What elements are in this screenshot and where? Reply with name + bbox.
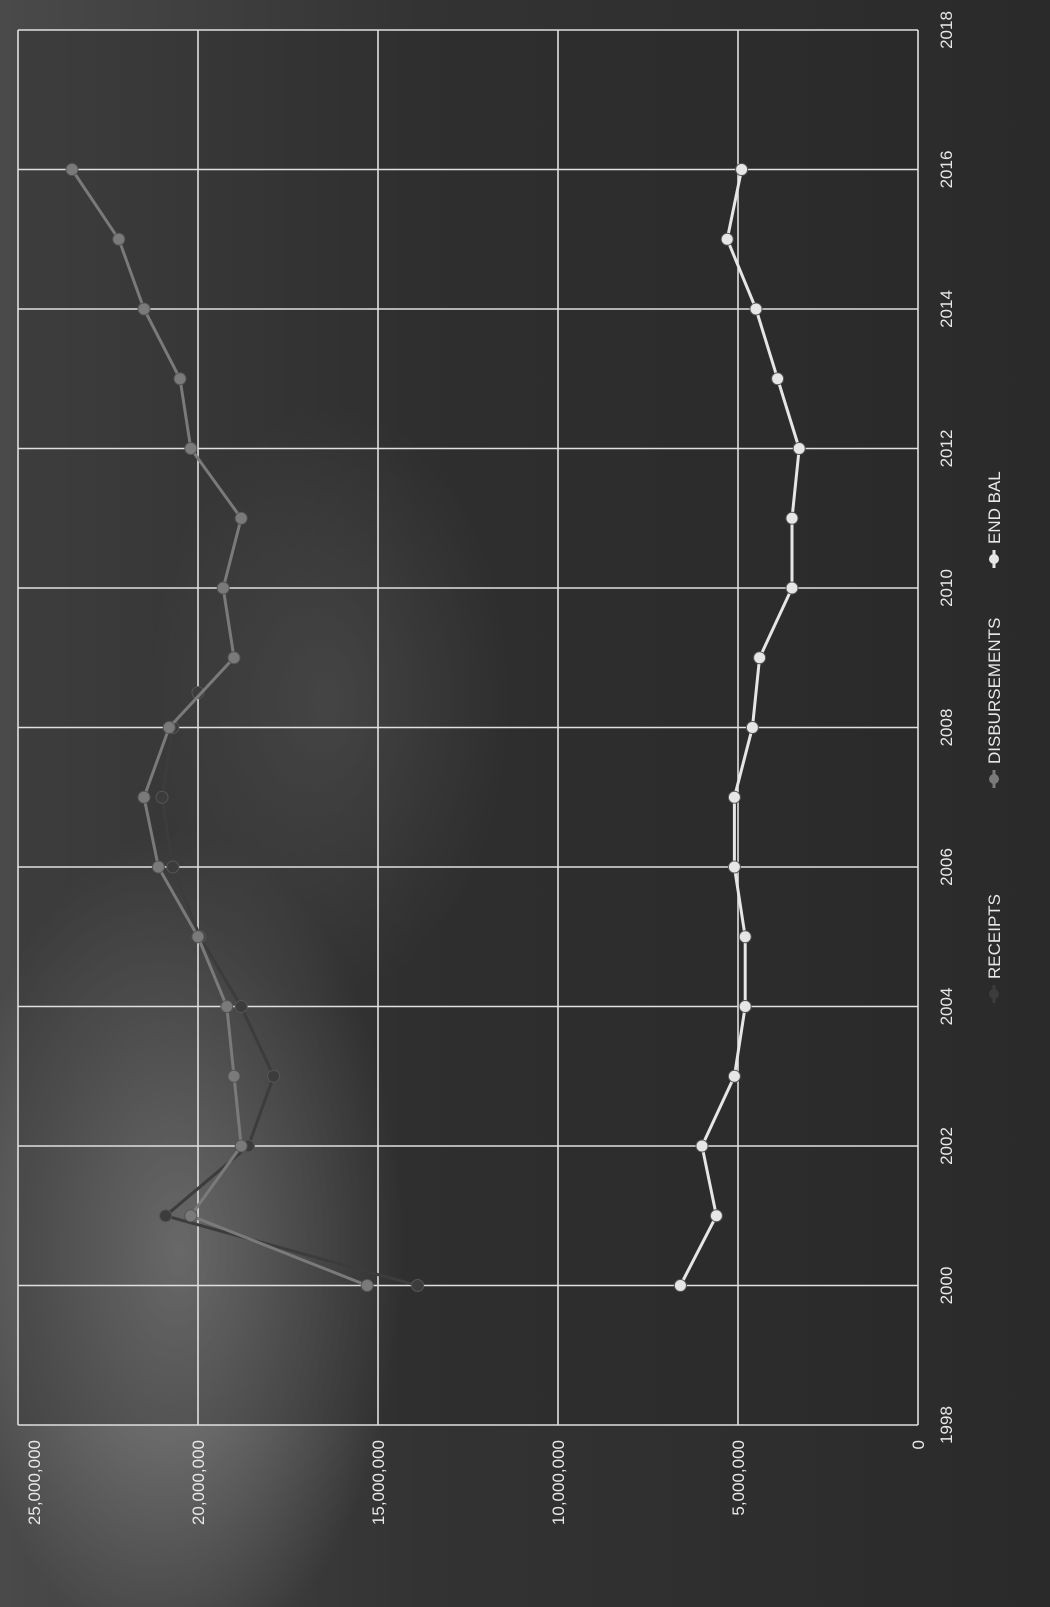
data-point xyxy=(184,442,198,455)
y-tick-label: 15,000,000 xyxy=(369,1440,388,1525)
data-point xyxy=(65,163,79,176)
data-point xyxy=(220,1000,234,1013)
y-tick-label: 20,000,000 xyxy=(189,1440,208,1525)
data-point xyxy=(137,302,151,316)
y-tick-label: 5,000,000 xyxy=(729,1440,748,1516)
data-point xyxy=(792,442,806,455)
data-point xyxy=(155,790,169,804)
data-point xyxy=(411,1279,425,1292)
legend-item: END BAL xyxy=(985,471,1004,568)
legend-item: DISBURSEMENTS xyxy=(985,618,1004,788)
y-tick-label: 0 xyxy=(909,1440,928,1449)
legend-item: RECEIPTS xyxy=(985,894,1004,1003)
data-point xyxy=(785,581,799,595)
grid-lines xyxy=(17,29,919,1426)
series-end-bal xyxy=(673,163,806,1292)
data-point xyxy=(727,1069,741,1083)
data-point xyxy=(234,1000,248,1013)
data-point xyxy=(162,721,176,734)
data-point xyxy=(753,651,767,665)
x-tick-label: 2008 xyxy=(937,709,956,747)
data-point xyxy=(771,372,785,386)
legend: RECEIPTS DISBURSEMENTS END BAL xyxy=(985,471,1004,1003)
data-point xyxy=(749,302,763,316)
x-tick-label: 2006 xyxy=(937,848,956,886)
legend-marker xyxy=(989,554,999,564)
data-point xyxy=(735,163,749,176)
y-tick-label: 10,000,000 xyxy=(549,1440,568,1525)
data-point xyxy=(191,930,205,944)
legend-marker xyxy=(989,989,999,999)
data-point xyxy=(738,1000,752,1013)
legend-marker xyxy=(989,774,999,784)
x-tick-label: 2016 xyxy=(937,151,956,189)
x-tick-label: 1998 xyxy=(937,1406,956,1444)
data-point xyxy=(112,232,126,246)
data-point xyxy=(166,860,180,874)
legend-label: RECEIPTS xyxy=(985,894,1004,979)
data-point xyxy=(173,372,187,386)
data-point xyxy=(709,1209,723,1223)
data-point xyxy=(727,860,741,874)
y-tick-labels: 0 5,000,000 10,000,000 15,000,000 20,000,000… xyxy=(25,1440,928,1525)
data-point xyxy=(673,1279,687,1292)
data-point xyxy=(234,511,248,525)
data-point xyxy=(137,790,151,804)
data-point xyxy=(360,1279,374,1292)
x-tick-label: 2012 xyxy=(937,430,956,468)
data-point xyxy=(227,651,241,665)
data-point xyxy=(184,1209,198,1223)
series-line xyxy=(160,691,418,1287)
x-tick-label: 2014 xyxy=(937,290,956,328)
data-point xyxy=(227,1069,241,1083)
data-point xyxy=(745,721,759,734)
x-tick-labels: 1998 2000 2002 2004 2006 2008 2010 2012 2014 2016… xyxy=(937,11,956,1444)
data-point xyxy=(267,1069,281,1083)
data-point xyxy=(738,930,752,944)
x-tick-label: 2004 xyxy=(937,988,956,1026)
data-point xyxy=(159,1209,173,1223)
legend-label: END BAL xyxy=(985,471,1004,544)
data-point xyxy=(720,232,734,246)
y-tick-label: 25,000,000 xyxy=(25,1440,44,1525)
data-point xyxy=(727,790,741,804)
series-disbursements xyxy=(65,163,374,1292)
x-tick-label: 2002 xyxy=(937,1127,956,1165)
data-point xyxy=(151,860,165,874)
x-tick-label: 2000 xyxy=(937,1267,956,1305)
data-point xyxy=(216,581,230,595)
data-point xyxy=(695,1139,709,1153)
legend-label: DISBURSEMENTS xyxy=(985,618,1004,764)
series-layer xyxy=(65,163,806,1292)
x-tick-label: 2018 xyxy=(937,11,956,49)
data-point xyxy=(785,511,799,525)
data-point xyxy=(234,1139,248,1153)
x-tick-label: 2010 xyxy=(937,569,956,607)
